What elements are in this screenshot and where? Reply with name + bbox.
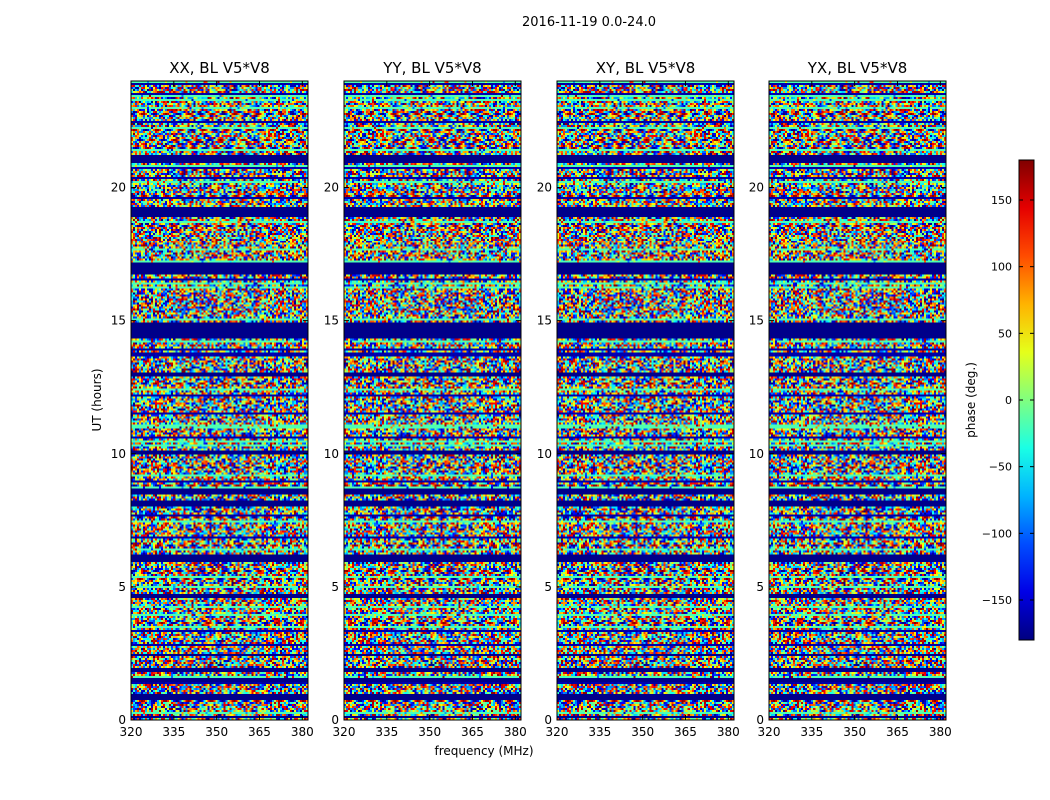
x-tick-label: 350: [631, 725, 654, 739]
y-tick-label: 15: [537, 314, 552, 328]
y-tick-label: 15: [324, 314, 339, 328]
x-tick-label: 320: [333, 725, 356, 739]
y-tick-label: 0: [118, 713, 126, 727]
y-tick-label: 5: [756, 580, 764, 594]
panel-frame: [768, 80, 947, 721]
x-tick-label: 365: [674, 725, 697, 739]
x-tick-label: 335: [588, 725, 611, 739]
panel-frame: [556, 80, 735, 721]
colorbar-tick-label: −100: [982, 527, 1012, 540]
y-tick-label: 5: [331, 580, 339, 594]
y-tick-label: 15: [749, 314, 764, 328]
x-tick-label: 365: [886, 725, 909, 739]
phase-heatmap: [344, 81, 521, 720]
y-tick-label: 10: [537, 447, 552, 461]
y-tick-label: 5: [118, 580, 126, 594]
panel-1: XX, BL V5*V8 320 335 350 365 380 0 5 10 15 20: [111, 59, 314, 739]
panel-title: XY, BL V5*V8: [596, 59, 696, 77]
x-tick-label: 350: [843, 725, 866, 739]
y-tick-label: 20: [537, 181, 552, 195]
panel-frame: [343, 80, 522, 721]
y-tick-label: 20: [324, 181, 339, 195]
panel-title: YX, BL V5*V8: [807, 59, 908, 77]
x-tick-label: 365: [461, 725, 484, 739]
colorbar: −150 −100 −50 0 50 100 150: [982, 159, 1035, 641]
y-tick-label: 15: [111, 314, 126, 328]
panel-3: XY, BL V5*V8 320 335 350 365 380 0 5 10 15 20: [537, 59, 740, 739]
x-tick-label: 320: [758, 725, 781, 739]
y-tick-label: 10: [111, 447, 126, 461]
panel-title: XX, BL V5*V8: [169, 59, 270, 77]
x-tick-label: 380: [717, 725, 740, 739]
x-tick-label: 380: [929, 725, 952, 739]
colorbar-label: phase (deg.): [964, 362, 978, 438]
x-tick-label: 320: [546, 725, 569, 739]
x-tick-label: 365: [248, 725, 271, 739]
colorbar-tick-label: 50: [998, 327, 1012, 340]
phase-heatmap: [769, 81, 946, 720]
colorbar-tick-label: 100: [991, 261, 1012, 274]
panel-2: YY, BL V5*V8 320 335 350 365 380 0 5 10 15 20: [324, 59, 527, 739]
y-tick-label: 0: [756, 713, 764, 727]
x-tick-label: 320: [120, 725, 143, 739]
x-axis-label: frequency (MHz): [434, 744, 533, 758]
x-tick-label: 335: [375, 725, 398, 739]
colorbar-tick-label: −150: [982, 594, 1012, 607]
x-tick-label: 380: [504, 725, 527, 739]
x-tick-label: 380: [291, 725, 314, 739]
x-tick-label: 335: [800, 725, 823, 739]
x-tick-label: 350: [205, 725, 228, 739]
phase-heatmap: [131, 81, 308, 720]
figure-suptitle: 2016-11-19 0.0-24.0: [522, 15, 656, 30]
y-tick-label: 5: [544, 580, 552, 594]
x-tick-label: 335: [162, 725, 185, 739]
y-tick-label: 20: [111, 181, 126, 195]
y-tick-label: 20: [749, 181, 764, 195]
y-tick-label: 0: [544, 713, 552, 727]
panel-title: YY, BL V5*V8: [382, 59, 481, 77]
panel-frame: [130, 80, 309, 721]
y-tick-label: 10: [749, 447, 764, 461]
x-tick-label: 350: [418, 725, 441, 739]
phase-heatmap: [557, 81, 734, 720]
y-axis-label: UT (hours): [90, 368, 104, 431]
colorbar-tick-label: 150: [991, 194, 1012, 207]
y-tick-label: 0: [331, 713, 339, 727]
colorbar-tick-label: 0: [1005, 394, 1012, 407]
panel-4: YX, BL V5*V8 320 335 350 365 380 0 5 10 15 20: [749, 59, 952, 739]
y-tick-label: 10: [324, 447, 339, 461]
colorbar-tick-label: −50: [989, 461, 1012, 474]
